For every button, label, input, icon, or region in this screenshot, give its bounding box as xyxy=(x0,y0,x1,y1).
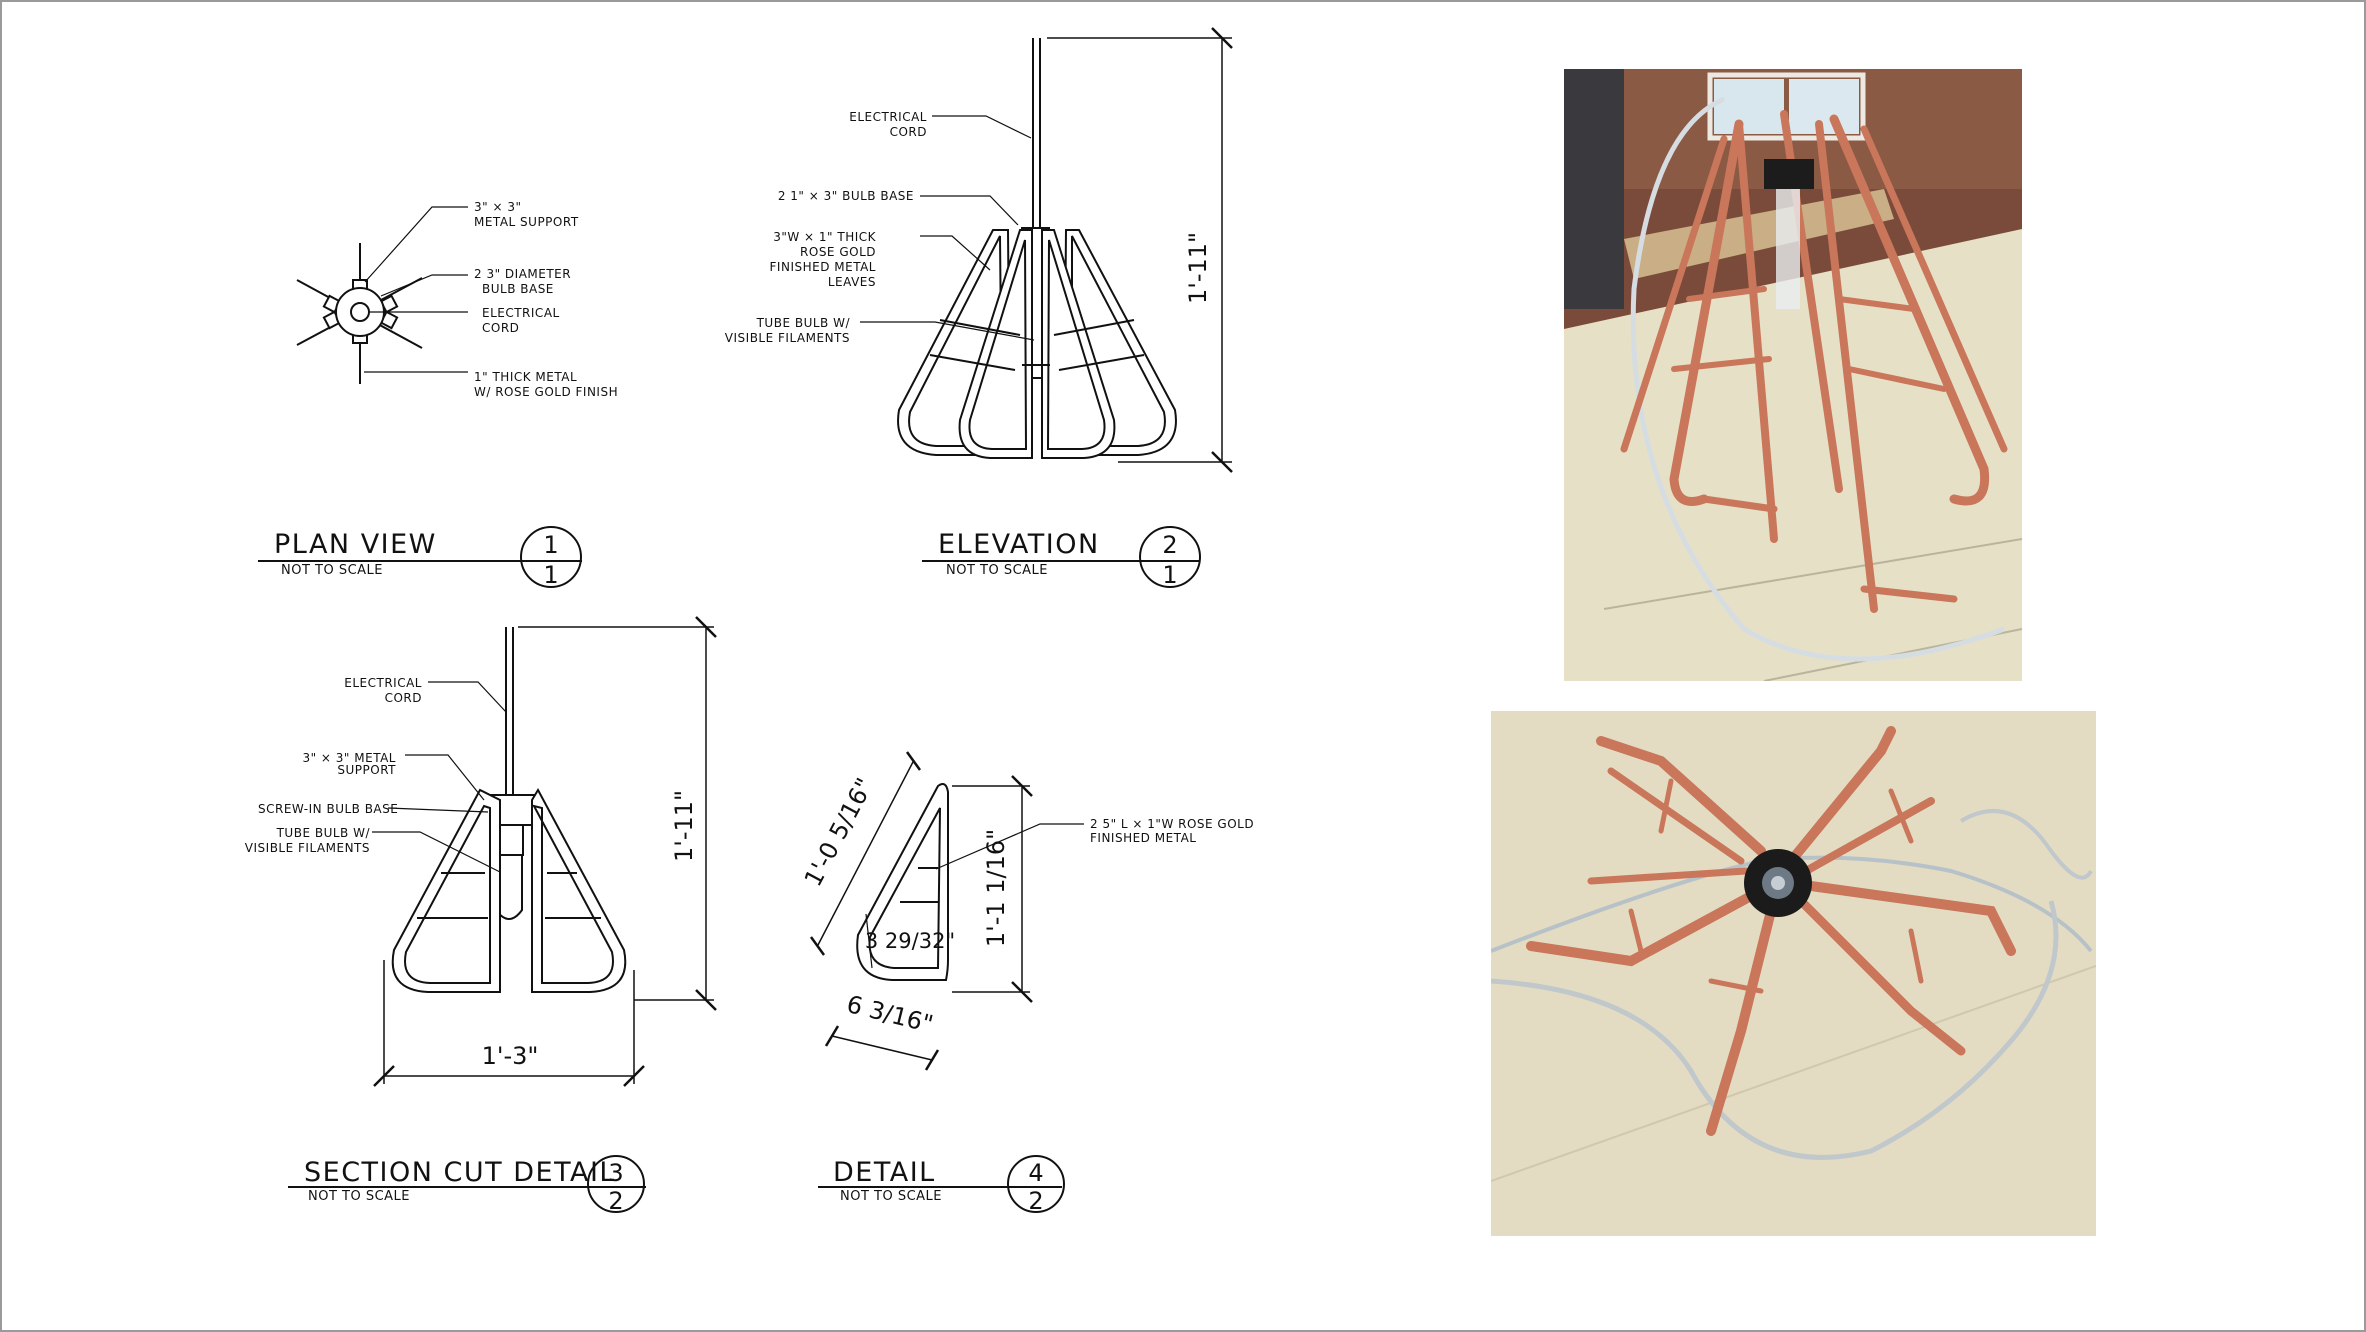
plan-note-2-line-2: BULB BASE xyxy=(482,282,554,296)
section-title-block: SECTION CUT DETAIL NOT TO SCALE 3 2 xyxy=(288,1155,646,1215)
elevation-notes: ELECTRICAL CORD 2 1" × 3" BULB BASE 3"W … xyxy=(725,110,1212,345)
detail-sheet: 2 xyxy=(1028,1187,1043,1215)
elevation-title: ELEVATION xyxy=(938,529,1100,560)
plan-view-title-block: PLAN VIEW NOT TO SCALE 1 1 xyxy=(258,526,582,589)
plan-note-4-line-1: 1" THICK METAL xyxy=(474,370,577,384)
plan-view-sheet: 1 xyxy=(543,561,558,589)
section-height-dimension: 1'-11" xyxy=(670,790,698,862)
detail-height-dimension: 1'-1 1/16" xyxy=(982,829,1010,947)
elev-note-3-line-1: 3"W × 1" THICK xyxy=(773,230,876,244)
elev-note-4-line-1: TUBE BULB W/ xyxy=(756,316,851,330)
section-note-1-line-1: ELECTRICAL xyxy=(344,676,422,690)
detail-title-block: DETAIL NOT TO SCALE 4 2 xyxy=(818,1155,1065,1215)
plan-view-drawing xyxy=(296,206,468,384)
section-note-2-line-2: SUPPORT xyxy=(337,763,396,777)
section-title: SECTION CUT DETAIL xyxy=(304,1157,616,1188)
detail-subtitle: NOT TO SCALE xyxy=(840,1189,942,1204)
elev-note-1-line-2: CORD xyxy=(890,125,927,139)
section-note-4-line-1: TUBE BULB W/ xyxy=(276,826,371,840)
plan-note-2-line-1: 2 3" DIAMETER xyxy=(474,267,571,281)
detail-drawing xyxy=(809,751,1084,1071)
elevation-number: 2 xyxy=(1162,531,1177,559)
plan-note-3-line-1: ELECTRICAL xyxy=(482,306,560,320)
section-number: 3 xyxy=(608,1159,623,1187)
photo-lamp-top-view xyxy=(1491,711,2096,1236)
detail-title: DETAIL xyxy=(833,1157,936,1188)
section-note-2-line-1: 3" × 3" METAL xyxy=(302,751,396,765)
plan-view-title: PLAN VIEW xyxy=(274,529,437,560)
detail-inner-dimension: 3 29/32" xyxy=(865,929,955,953)
elevation-subtitle: NOT TO SCALE xyxy=(946,563,1048,578)
section-notes: ELECTRICAL CORD 3" × 3" METAL SUPPORT SC… xyxy=(245,676,698,1070)
elev-note-3-line-2: ROSE GOLD xyxy=(800,245,876,259)
detail-note-line-2: FINISHED METAL xyxy=(1090,831,1196,845)
section-note-1-line-2: CORD xyxy=(385,691,422,705)
elevation-drawing xyxy=(860,27,1233,473)
plan-note-3-line-2: CORD xyxy=(482,321,519,335)
plan-note-4-line-2: W/ ROSE GOLD FINISH xyxy=(474,385,618,399)
section-subtitle: NOT TO SCALE xyxy=(308,1189,410,1204)
plan-view-notes: 3" × 3" METAL SUPPORT 2 3" DIAMETER BULB… xyxy=(474,200,618,399)
section-drawing xyxy=(372,616,717,1087)
section-note-4-line-2: VISIBLE FILAMENTS xyxy=(245,841,370,855)
elev-note-2-line-1: 2 1" × 3" BULB BASE xyxy=(778,189,914,203)
section-note-3-line-1: SCREW-IN BULB BASE xyxy=(258,802,398,816)
elev-note-1-line-1: ELECTRICAL xyxy=(849,110,927,124)
elevation-sheet: 1 xyxy=(1162,561,1177,589)
elev-note-3-line-4: LEAVES xyxy=(828,275,876,289)
plan-note-1-line-2: METAL SUPPORT xyxy=(474,215,579,229)
elev-note-4-line-2: VISIBLE FILAMENTS xyxy=(725,331,850,345)
section-width-dimension: 1'-3" xyxy=(482,1042,539,1070)
section-sheet: 2 xyxy=(608,1187,623,1215)
elevation-height-dimension: 1'-11" xyxy=(1184,232,1212,304)
plan-view-subtitle: NOT TO SCALE xyxy=(281,563,383,578)
plan-view-number: 1 xyxy=(543,531,558,559)
detail-note-line-1: 2 5" L × 1"W ROSE GOLD xyxy=(1090,817,1254,831)
detail-number: 4 xyxy=(1028,1159,1043,1187)
photo-lamp-side-view xyxy=(1564,69,2022,681)
elevation-title-block: ELEVATION NOT TO SCALE 2 1 xyxy=(922,526,1201,589)
elev-note-3-line-3: FINISHED METAL xyxy=(770,260,876,274)
plan-note-1-line-1: 3" × 3" xyxy=(474,200,522,214)
